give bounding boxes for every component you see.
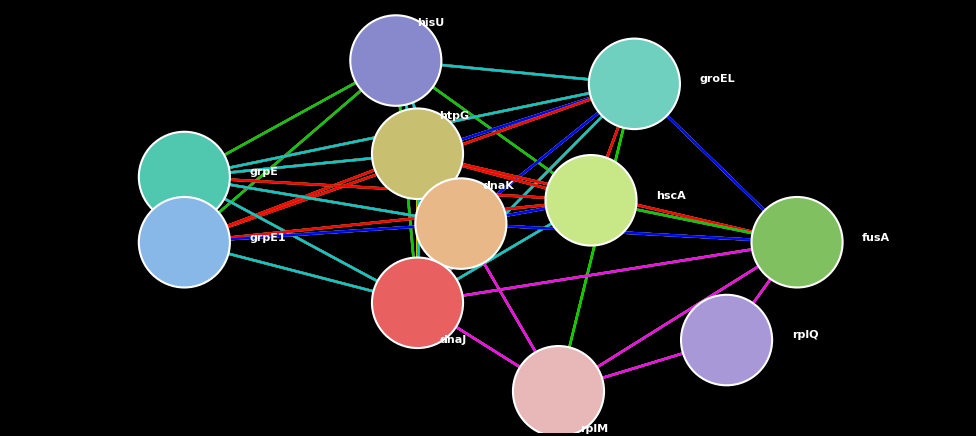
Ellipse shape [513,346,604,436]
Ellipse shape [681,295,772,385]
Text: grpE: grpE [250,167,278,177]
Ellipse shape [546,155,636,245]
Ellipse shape [589,39,680,129]
Text: grpE1: grpE1 [250,232,286,242]
Ellipse shape [416,178,507,269]
Ellipse shape [350,15,441,106]
Text: hscA: hscA [656,191,686,201]
Ellipse shape [752,197,842,287]
Ellipse shape [139,197,230,287]
Ellipse shape [372,258,463,348]
Text: dnaJ: dnaJ [439,335,467,345]
Text: hisU: hisU [418,18,445,28]
Ellipse shape [372,109,463,199]
Text: rplM: rplM [580,424,608,434]
Text: rplQ: rplQ [792,330,818,341]
Text: groEL: groEL [700,74,735,84]
Ellipse shape [139,132,230,222]
Text: htpG: htpG [439,111,469,121]
Text: dnaK: dnaK [482,181,514,191]
Text: fusA: fusA [862,232,890,242]
